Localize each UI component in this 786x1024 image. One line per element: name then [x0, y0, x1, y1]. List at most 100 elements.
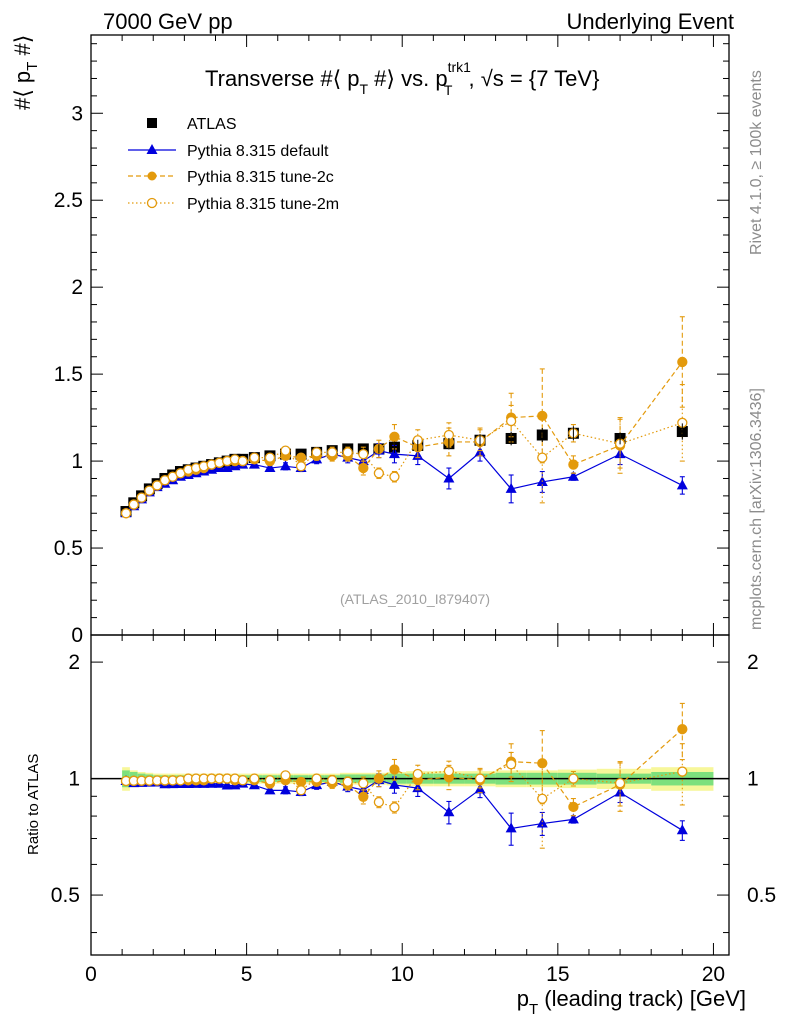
tune2c-point: [358, 462, 369, 474]
legend-marker-default: [146, 144, 158, 154]
default-point: [474, 446, 486, 457]
default-ratio-line: [125, 779, 683, 831]
tune2m-point: [474, 773, 486, 784]
tune2m-point: [373, 796, 385, 808]
legend-entry-tune2c: Pythia 8.315 tune-2c: [128, 169, 334, 186]
tune2m-point: [327, 447, 338, 458]
tune2m-main-line: [125, 420, 683, 514]
default-point: [676, 824, 688, 835]
tune2m-point: [249, 452, 260, 463]
y-tick-label: 0: [71, 624, 83, 647]
default-point: [280, 784, 292, 795]
analysis-watermark: (ATLAS_2010_I879407): [340, 591, 490, 607]
tune2c-point: [568, 459, 579, 470]
default-point: [388, 778, 400, 789]
tune2m-point: [120, 508, 132, 519]
tune2m-point: [443, 765, 455, 777]
tune2m-point: [151, 480, 163, 491]
legend-entry-tune2m: Pythia 8.315 tune-2m: [128, 196, 339, 213]
tune2m-point: [342, 447, 353, 458]
tune2c-point: [389, 431, 400, 442]
tune2m-point: [505, 415, 517, 427]
default-point: [567, 813, 579, 824]
tune2c-point: [677, 356, 688, 368]
x-tick-label: 20: [702, 963, 725, 986]
tune2m-point: [295, 785, 307, 796]
tune2m-point: [373, 468, 385, 479]
header-right: Underlying Event: [566, 9, 734, 34]
default-point: [505, 482, 517, 493]
y-tick-label: 0.5: [54, 537, 83, 560]
tune2c-point: [389, 764, 400, 775]
tune2m-ratio-line: [126, 763, 683, 809]
y-tick-label: 3: [71, 102, 83, 125]
tune2m-point: [537, 793, 548, 804]
tune2m-point: [614, 777, 626, 789]
legend-label-tune2c: Pythia 8.315 tune-2c: [187, 169, 334, 186]
y-tick-label: 2: [71, 276, 83, 299]
tune2c-point: [568, 801, 579, 813]
tune2c-point: [373, 773, 385, 784]
y-tick-label: 2.5: [54, 189, 83, 212]
y-tick-label: 1.5: [54, 363, 83, 386]
ratio-y-tick-label-right: 1: [747, 768, 759, 791]
atlas-point: [357, 443, 369, 455]
legend-label-atlas: ATLAS: [187, 116, 237, 133]
tune2m-point: [249, 773, 260, 784]
tick-labels: 0 5 10 15 20 0 0.5 1 1.5 2 2.5 3 0.5 0.5 1 1 2 2: [51, 102, 776, 986]
default-point: [505, 822, 517, 833]
y-tick-label: 1: [71, 450, 83, 473]
default-point: [357, 783, 369, 794]
tune2m-point: [327, 775, 338, 786]
tune2m-point: [237, 775, 248, 786]
legend-entry-default: Pythia 8.315 default: [128, 143, 329, 160]
mcplots-label: mcplots.cern.ch [arXiv:1306.3436]: [748, 388, 765, 630]
tune2m-point: [295, 461, 307, 472]
default-point: [280, 460, 292, 471]
tune2m-point: [311, 447, 322, 458]
default-point: [443, 806, 455, 817]
ratio-y-tick-label: 1: [68, 768, 80, 791]
tune2m-point: [412, 768, 423, 780]
tune2m-point: [237, 455, 248, 467]
plot-title: Transverse #⟨ pT #⟩ vs. ptrk1 T, √s = {7 …: [205, 59, 599, 98]
tune2m-point: [358, 778, 369, 789]
default-point: [264, 462, 276, 473]
default-point: [536, 817, 548, 828]
legend-marker-tune2c: [147, 171, 157, 181]
tune2m-point: [389, 802, 400, 813]
ratio-y-tick-label: 2: [68, 651, 80, 674]
tune2m-point: [505, 759, 517, 770]
tune2m-point: [389, 471, 400, 482]
ratio-y-tick-label-right: 2: [747, 651, 759, 674]
default-point: [221, 779, 233, 790]
tune2c-point: [537, 410, 548, 422]
x-axis-label: pT (leading track) [GeV]: [517, 986, 746, 1018]
legend-marker-atlas: [147, 118, 157, 128]
header-left: 7000 GeV pp: [103, 9, 233, 34]
tune2m-point: [537, 452, 548, 463]
default-point: [443, 472, 455, 483]
tune2c-main-line: [125, 361, 683, 514]
default-point: [567, 470, 579, 481]
tune2m-point: [342, 776, 353, 787]
default-point: [264, 784, 276, 795]
tune2m-point: [136, 492, 147, 503]
tune2m-point: [280, 770, 291, 781]
series-layer: [120, 316, 688, 849]
x-tick-label: 10: [391, 963, 414, 986]
tune2m-point: [677, 766, 688, 777]
tune2m-point: [128, 499, 139, 510]
legend-label-tune2m: Pythia 8.315 tune-2m: [187, 196, 339, 213]
legend-entry-atlas: ATLAS: [147, 116, 237, 133]
legend: ATLAS Pythia 8.315 default Pythia 8.315 …: [128, 116, 339, 213]
ratio-y-tick-label: 0.5: [51, 884, 80, 907]
tune2m-point: [264, 775, 276, 786]
legend-label-default: Pythia 8.315 default: [187, 143, 329, 160]
tune2c-point: [677, 724, 688, 735]
tune2m-point: [311, 773, 322, 784]
default-point: [388, 448, 400, 459]
y-axis-label: #⟨ pT #⟩: [10, 35, 41, 110]
x-tick-label: 0: [85, 963, 97, 986]
